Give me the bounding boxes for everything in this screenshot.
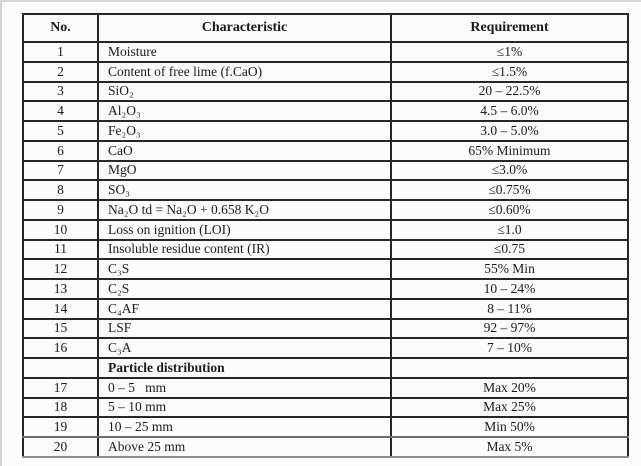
table-row: 13 C₂S 10 – 24% (22, 278, 629, 300)
cell-characteristic: Loss on ignition (LOI) (97, 218, 392, 241)
cell-no: 4 (22, 100, 99, 122)
cell-characteristic: C₂S (97, 278, 392, 300)
cell-no (22, 357, 99, 379)
cell-characteristic: LSF (97, 317, 392, 340)
cell-characteristic: Fe₂O₃ (97, 120, 392, 142)
cell-characteristic: C₄AF (97, 297, 392, 320)
cell-requirement (390, 357, 629, 379)
cell-characteristic: SO₃ (97, 179, 392, 201)
cell-characteristic: 0 – 5 mm (97, 376, 392, 399)
cell-no: 2 (22, 60, 99, 83)
cell-requirement: Min 50% (390, 416, 629, 438)
cell-no: 11 (22, 238, 99, 261)
cell-requirement: ≤0.75% (390, 179, 629, 201)
table-row: 4 Al₂O₃ 4.5 – 6.0% (22, 100, 629, 122)
cell-characteristic: 5 – 10 mm (97, 396, 392, 419)
cell-no: 20 (22, 436, 99, 458)
cell-requirement: Max 25% (390, 396, 629, 419)
table-row: 16 C₃A 7 – 10% (22, 337, 629, 359)
cell-no: 19 (22, 416, 99, 438)
cell-characteristic: Particle distribution (97, 357, 392, 379)
cell-no: 15 (22, 317, 99, 340)
requirements-table: No. Characteristic Requirement 1 Moistur… (22, 13, 629, 458)
cell-requirement: 55% Min (390, 258, 629, 280)
table-row: 1 Moisture ≤1% (22, 41, 629, 63)
cell-requirement: 4.5 – 6.0% (390, 100, 629, 122)
cell-no: 8 (22, 179, 99, 201)
table-row: 17 0 – 5 mm Max 20% (22, 376, 629, 399)
cell-characteristic: 10 – 25 mm (97, 416, 392, 438)
cell-requirement: Max 20% (390, 376, 629, 399)
cell-characteristic: CaO (97, 139, 392, 162)
table-header: No. Characteristic Requirement (22, 13, 629, 43)
table-row: 2 Content of free lime (f.CaO) ≤1.5% (22, 60, 629, 83)
cell-no: 10 (22, 218, 99, 241)
cell-no: 13 (22, 278, 99, 300)
cell-characteristic: Insoluble residue content (IR) (97, 238, 392, 261)
cell-no: 16 (22, 337, 99, 359)
table-row: 11 Insoluble residue content (IR) ≤0.75 (22, 238, 629, 261)
table-row: 8 SO₃ ≤0.75% (22, 179, 629, 201)
cell-characteristic: C₃A (97, 337, 392, 359)
table-row: 14 C₄AF 8 – 11% (22, 297, 629, 320)
cell-no: 18 (22, 396, 99, 419)
table-row: 9 Na₂O td = Na₂O + 0.658 K₂O ≤0.60% (22, 199, 629, 221)
table-body: 1 Moisture ≤1% 2 Content of free lime (f… (22, 41, 629, 458)
cell-requirement: ≤0.75 (390, 238, 629, 261)
cell-characteristic: Moisture (97, 41, 392, 63)
cell-requirement: ≤3.0% (390, 159, 629, 182)
table-row: 18 5 – 10 mm Max 25% (22, 396, 629, 419)
cell-requirement: 65% Minimum (390, 139, 629, 162)
table-row: 12 C₃S 55% Min (22, 258, 629, 280)
col-header-characteristic: Characteristic (97, 13, 392, 43)
col-header-no: No. (22, 13, 99, 43)
cell-no: 7 (22, 159, 99, 182)
table-row: 10 Loss on ignition (LOI) ≤1.0 (22, 218, 629, 241)
col-header-requirement: Requirement (390, 13, 629, 43)
cell-requirement: 10 – 24% (390, 278, 629, 300)
cell-requirement: 20 – 22.5% (390, 80, 629, 103)
cell-characteristic: Content of free lime (f.CaO) (97, 60, 392, 83)
table-row: 7 MgO ≤3.0% (22, 159, 629, 182)
table-row: 3 SiO₂ 20 – 22.5% (22, 80, 629, 103)
cell-characteristic: Na₂O td = Na₂O + 0.658 K₂O (97, 199, 392, 221)
cell-requirement: Max 5% (390, 436, 629, 458)
cell-no: 12 (22, 258, 99, 280)
cell-requirement: ≤1% (390, 41, 629, 63)
table-row: 19 10 – 25 mm Min 50% (22, 416, 629, 438)
cell-requirement: ≤1.5% (390, 60, 629, 83)
cell-no: 6 (22, 139, 99, 162)
cell-requirement: ≤1.0 (390, 218, 629, 241)
cell-characteristic: MgO (97, 159, 392, 182)
cell-no: 14 (22, 297, 99, 320)
cell-requirement: 3.0 – 5.0% (390, 120, 629, 142)
cell-no: 9 (22, 199, 99, 221)
cell-characteristic: Above 25 mm (97, 436, 392, 458)
cell-no: 5 (22, 120, 99, 142)
cell-no: 17 (22, 376, 99, 399)
cell-requirement: 92 – 97% (390, 317, 629, 340)
cell-requirement: ≤0.60% (390, 199, 629, 221)
cell-characteristic: Al₂O₃ (97, 100, 392, 122)
table-row: 5 Fe₂O₃ 3.0 – 5.0% (22, 120, 629, 142)
table-row: 6 CaO 65% Minimum (22, 139, 629, 162)
header-row: No. Characteristic Requirement (22, 13, 629, 43)
cell-no: 3 (22, 80, 99, 103)
table-row: Particle distribution (22, 357, 629, 379)
table-row: 15 LSF 92 – 97% (22, 317, 629, 340)
cell-characteristic: C₃S (97, 258, 392, 280)
cell-requirement: 8 – 11% (390, 297, 629, 320)
table-row: 20 Above 25 mm Max 5% (22, 436, 629, 458)
cell-characteristic: SiO₂ (97, 80, 392, 103)
cell-requirement: 7 – 10% (390, 337, 629, 359)
cell-no: 1 (22, 41, 99, 63)
